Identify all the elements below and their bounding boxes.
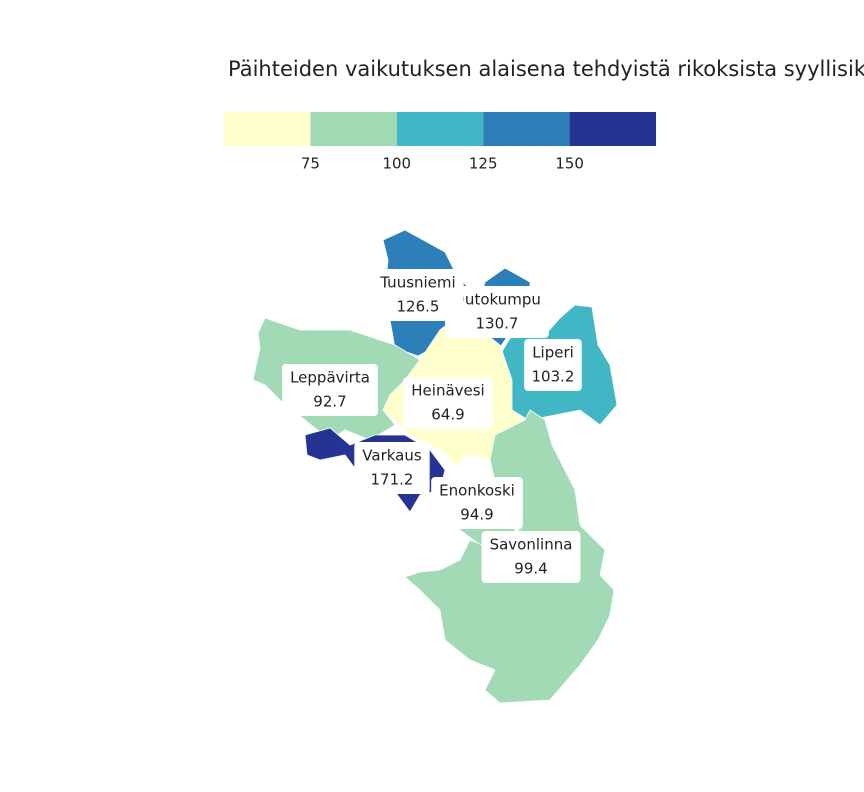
legend-swatch	[569, 112, 656, 146]
region-name: Varkaus	[362, 447, 422, 465]
label-box	[282, 364, 378, 416]
label-box	[445, 286, 549, 338]
region-name: Tuusniemi	[379, 274, 455, 292]
region-name: Enonkoski	[439, 482, 515, 500]
region-label: Heinävesi 64.9	[403, 377, 493, 429]
region-name: Heinävesi	[411, 382, 484, 400]
region-label: Leppävirta 92.7	[282, 364, 378, 416]
legend-swatch	[310, 112, 397, 146]
legend-swatch	[483, 112, 570, 146]
region-label: Outokumpu 130.7	[445, 286, 549, 338]
region-name: Savonlinna	[490, 536, 573, 554]
region-value: 171.2	[371, 471, 414, 489]
region-label: Liperi 103.2	[524, 339, 582, 391]
region-label: Savonlinna 99.4	[481, 531, 581, 583]
region-label: Tuusniemi 126.5	[372, 269, 464, 321]
label-box	[372, 269, 464, 321]
region-label: Varkaus 171.2	[354, 442, 430, 494]
legend-swatch	[396, 112, 484, 146]
legend-swatch	[224, 112, 311, 146]
region-value: 64.9	[431, 406, 464, 424]
region-value: 99.4	[514, 560, 547, 578]
legend-tick-label: 150	[555, 155, 584, 173]
label-box	[524, 339, 582, 391]
region-name: Liperi	[532, 344, 574, 362]
label-box	[354, 442, 430, 494]
region-value: 92.7	[313, 393, 346, 411]
map-title: Päihteiden vaikutuksen alaisena tehdyist…	[228, 57, 864, 81]
region-value: 130.7	[476, 315, 519, 333]
region-name: Outokumpu	[453, 291, 541, 309]
region-value: 94.9	[460, 506, 493, 524]
region-value: 126.5	[397, 298, 440, 316]
region-label: Enonkoski 94.9	[431, 477, 523, 529]
label-box	[481, 531, 581, 583]
region-name: Leppävirta	[290, 369, 370, 387]
labels: Outokumpu130.7Tuusniemi126.5Liperi103.2L…	[282, 269, 582, 583]
label-box	[431, 477, 523, 529]
legend-tick-label: 125	[469, 155, 498, 173]
legend-tick-label: 75	[301, 155, 320, 173]
region-value: 103.2	[532, 368, 575, 386]
legend-tick-label: 100	[382, 155, 411, 173]
label-box	[403, 377, 493, 429]
